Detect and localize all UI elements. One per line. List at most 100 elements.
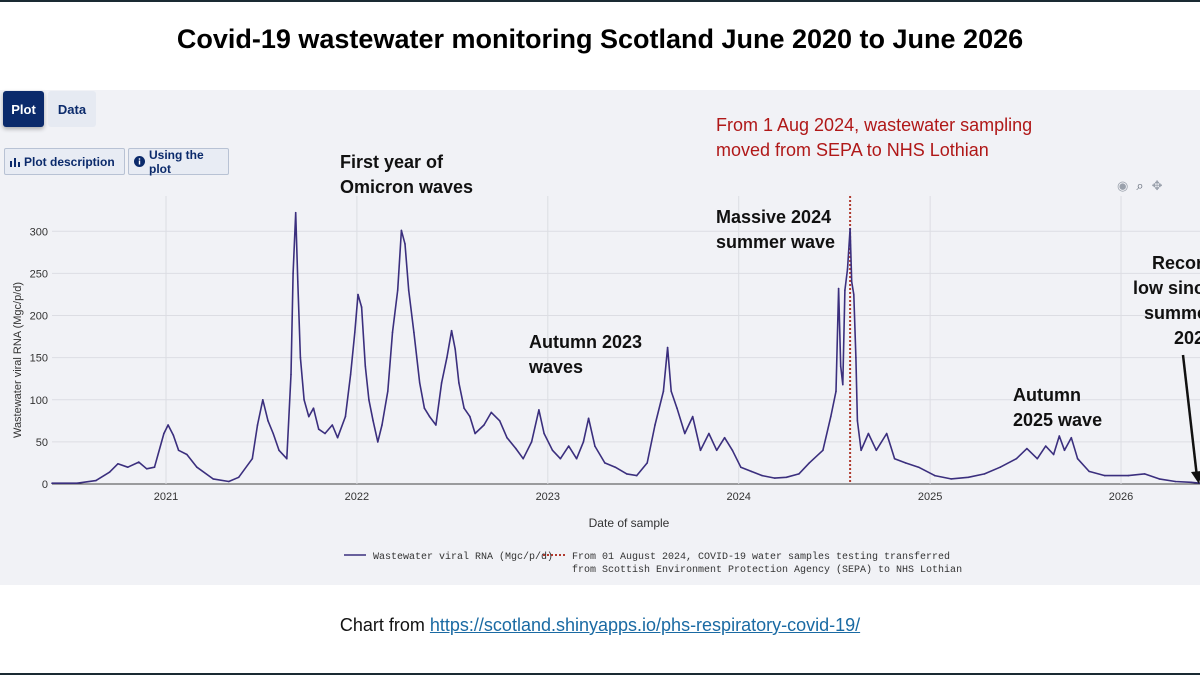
series-point [860,449,862,452]
plot-toolbar: ◉ ⌕ ✥ [1117,178,1163,194]
tab-plot[interactable]: Plot [3,91,44,127]
footer-prefix: Chart from [339,615,430,635]
tab-data[interactable]: Data [48,91,96,127]
series-point [138,461,140,463]
series-point [798,473,800,475]
series-point [400,229,403,232]
annotation-line: Massive 2024 [716,207,832,227]
zoom-icon[interactable]: ⌕ [1136,178,1144,193]
series-point [272,432,275,435]
series-point [256,424,259,426]
series-point [228,480,230,483]
series-point [654,424,656,426]
legend-vline-label: From 01 August 2024, COVID-19 water samp… [572,551,950,563]
series-point [1076,457,1079,460]
series-point [391,331,394,334]
series-point [1174,480,1177,483]
series-point [830,415,832,418]
record-low-arrow [1181,354,1199,478]
series-point [483,424,485,426]
series-point [934,474,936,477]
series-point [498,420,501,422]
series-point [463,407,465,410]
series-point [699,449,702,452]
series-point [458,382,460,384]
x-tick-label: 2024 [726,491,750,503]
series-point [999,466,1001,469]
series-point [349,373,352,376]
annotation-line: low since [1132,278,1200,298]
x-tick-label: 2023 [536,491,560,503]
series-point [846,268,849,270]
source-link[interactable]: https://scotland.shinyapps.io/phs-respir… [429,615,861,635]
series-point [1052,453,1055,456]
annotation-line: Autumn [1013,385,1081,405]
series-point [267,420,269,422]
series-point [670,390,672,393]
series-point [364,365,367,367]
series-point [1143,473,1146,475]
series-point [381,424,383,426]
series-point [904,462,907,464]
annotation-line: From 1 Aug 2024, wastewater sampling [716,115,1033,135]
series-point [440,382,443,384]
series-point [368,399,370,401]
series-point [95,479,97,482]
series-point [450,329,453,332]
camera-icon[interactable]: ◉ [1117,178,1129,193]
series-point [822,449,824,452]
series-point [1070,436,1073,439]
record-low-arrowhead [1191,471,1200,484]
series-point [875,449,878,452]
series-point [538,409,540,411]
annotation-line: 2025 wave [1013,410,1103,430]
using-the-plot-button[interactable]: Using the plot [128,148,229,176]
series-point [723,436,726,439]
y-tick-label: 250 [30,268,48,280]
series-point [715,449,718,452]
series-point [842,383,844,386]
series-point [626,473,628,475]
series-point [774,477,776,479]
series-point [646,462,648,464]
series-point [377,441,379,443]
series-point [587,417,590,420]
series-point [559,457,562,460]
legend-vline-label: from Scottish Environment Protection Age… [572,564,962,576]
series-point [1190,481,1192,484]
series-point [413,331,415,334]
bar-chart-icon [10,157,20,167]
y-tick-label: 150 [30,353,48,365]
annotation-omicron: First year of Omicron waves [340,150,473,200]
annotation-line: summer wave [716,232,836,252]
series-point [407,289,410,291]
series-point [372,420,374,422]
plot-description-button[interactable]: Plot description [4,148,125,175]
series-point [196,466,198,469]
series-point [917,466,920,469]
x-tick-label: 2025 [918,491,942,503]
series-point [551,449,554,452]
series-point [1158,478,1160,480]
annotation-autumn-2025: Autumn 2025 wave [1013,383,1102,433]
series-point [446,356,448,359]
series-point [691,415,694,418]
series-point [251,457,254,460]
series-point [530,441,533,443]
pan-icon[interactable]: ✥ [1151,178,1163,193]
series-point [186,453,188,456]
x-axis-title: Date of sample [589,516,670,530]
series-point [983,473,986,475]
annotation-massive-2024: Massive 2024 summer wave [716,205,835,255]
series-point [950,478,952,480]
series-point [850,281,853,283]
series-point [662,390,665,393]
series-point [153,466,156,469]
annotation-line: moved from SEPA to NHS Lothian [716,140,989,160]
series-point [761,474,763,477]
series-point [853,293,855,296]
series-point [515,447,517,450]
series-point [292,272,294,275]
series-point [893,457,896,460]
x-tick-label: 2022 [345,491,369,503]
